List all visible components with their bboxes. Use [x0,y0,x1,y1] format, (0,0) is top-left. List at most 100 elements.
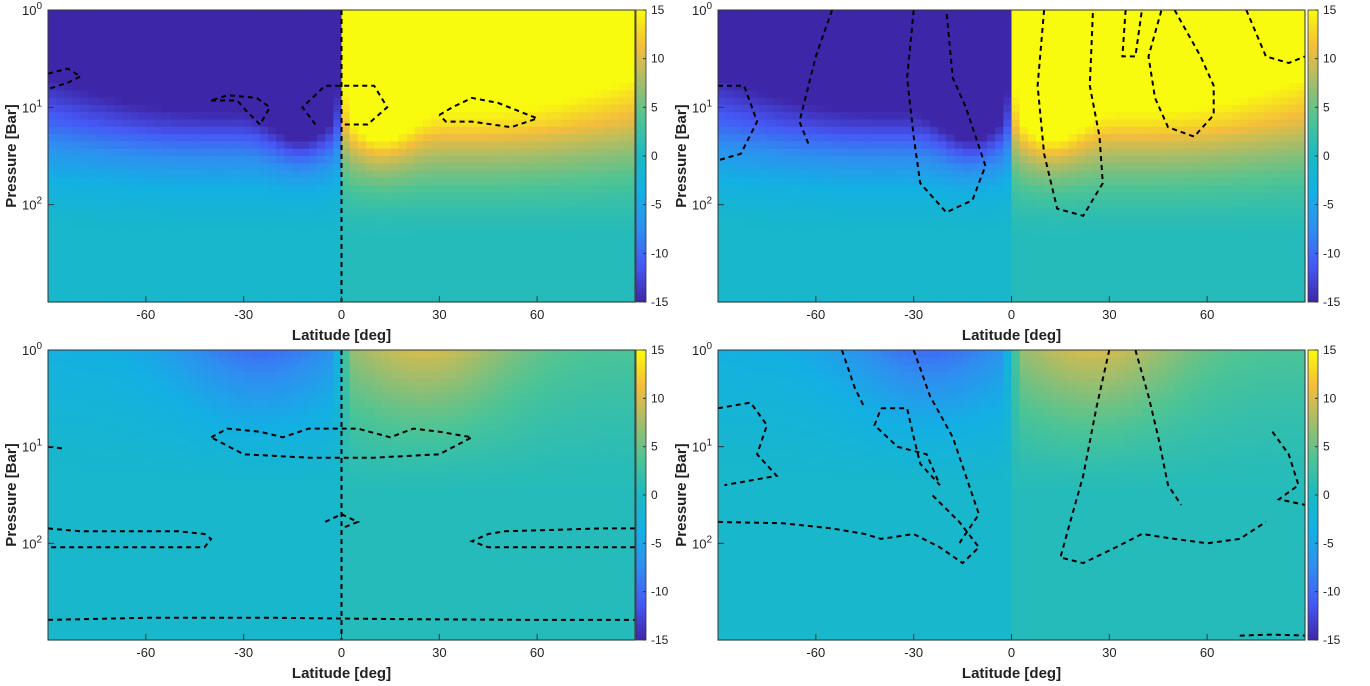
heatmap-cell [1044,39,1053,48]
heatmap-cell [292,265,302,274]
heatmap-cell [153,141,163,150]
heatmap-cell [268,229,277,237]
heatmap-cell [742,199,752,208]
heatmap-cell [292,53,302,62]
heatmap-cell [439,148,449,157]
heatmap-cell [791,141,801,150]
heatmap-cell [1076,214,1086,223]
heatmap-cell [602,97,612,106]
heatmap-cell [113,61,122,69]
heatmap-cell [1076,221,1086,230]
heatmap-cell [1117,10,1127,18]
heatmap-cell [954,83,964,91]
heatmap-cell [856,294,866,303]
heatmap-cell [758,236,768,245]
heatmap-cell [357,229,367,237]
heatmap-cell [864,214,874,223]
heatmap-cell [594,229,603,237]
heatmap-cell [153,177,163,186]
heatmap-cell [178,17,188,26]
heatmap-cell [382,148,392,157]
heatmap-cell [406,156,416,164]
heatmap-cell [954,294,964,303]
heatmap-cell [553,134,563,142]
heatmap-cell [897,17,907,26]
heatmap-cell [889,221,898,230]
heatmap-cell [897,163,907,172]
heatmap-cell [537,61,546,69]
heatmap-cell [1019,250,1029,259]
heatmap-cell [766,75,776,84]
heatmap-cell [447,104,457,113]
heatmap-cell [626,229,636,237]
heatmap-cell [268,287,277,296]
heatmap-cell [1101,53,1110,62]
heatmap-cell [145,163,155,172]
heatmap-cell [626,243,636,252]
heatmap-cell [553,83,563,91]
heatmap-cell [447,185,457,194]
heatmap-cell [586,39,595,48]
heatmap-cell [1019,68,1029,77]
heatmap-cell [145,104,155,113]
heatmap-cell [970,250,980,259]
heatmap-cell [512,258,522,267]
heatmap-cell [1003,294,1013,303]
heatmap-cell [626,272,636,281]
heatmap-cell [268,24,277,33]
heatmap-cell [537,39,546,48]
heatmap-cell [243,46,253,55]
heatmap-cell [276,207,286,215]
heatmap-cell [382,236,392,245]
heatmap-cell [64,134,74,142]
heatmap-cell [618,236,628,245]
heatmap-cell [1044,75,1053,84]
heatmap-cell [194,177,204,186]
heatmap-cell [864,207,874,215]
heatmap-cell [586,207,595,215]
heatmap-cell [1117,250,1127,259]
heatmap-cell [325,207,334,215]
heatmap-cell [734,90,744,99]
heatmap-cell [921,207,931,215]
x-tick-label: -30 [234,307,253,322]
heatmap-cell [211,192,220,201]
heatmap-cell [455,31,465,40]
heatmap-cell [929,221,939,230]
heatmap-cell [872,112,882,121]
heatmap-cell [602,126,612,135]
heatmap-cell [414,134,424,142]
heatmap-cell [545,294,555,303]
heatmap-cell [333,104,343,113]
heatmap-cell [1101,24,1110,33]
heatmap-cell [929,185,939,194]
heatmap-cell [594,265,603,274]
heatmap-cell [259,10,269,18]
heatmap-cell [88,39,98,48]
heatmap-cell [1109,229,1119,237]
heatmap-cell [56,199,65,208]
heatmap-cell [913,46,923,55]
heatmap-cell [962,126,972,135]
heatmap-cell [775,17,784,26]
heatmap-cell [1093,287,1102,296]
heatmap-cell [545,97,555,106]
heatmap-cell [734,170,744,179]
heatmap-cell [333,141,343,150]
heatmap-cell [439,265,449,274]
heatmap-cell [569,53,579,62]
heatmap-cell [162,24,171,33]
heatmap-cell [276,199,286,208]
heatmap-cell [504,61,514,69]
heatmap-cell [529,199,538,208]
heatmap-cell [480,75,489,84]
heatmap-cell [872,119,882,128]
heatmap-cell [995,214,1004,223]
heatmap-cell [145,97,155,106]
heatmap-cell [823,280,833,288]
heatmap-cell [202,53,212,62]
heatmap-cell [1044,68,1053,77]
heatmap-cell [80,134,90,142]
heatmap-cell [545,163,555,172]
heatmap-cell [1133,199,1143,208]
